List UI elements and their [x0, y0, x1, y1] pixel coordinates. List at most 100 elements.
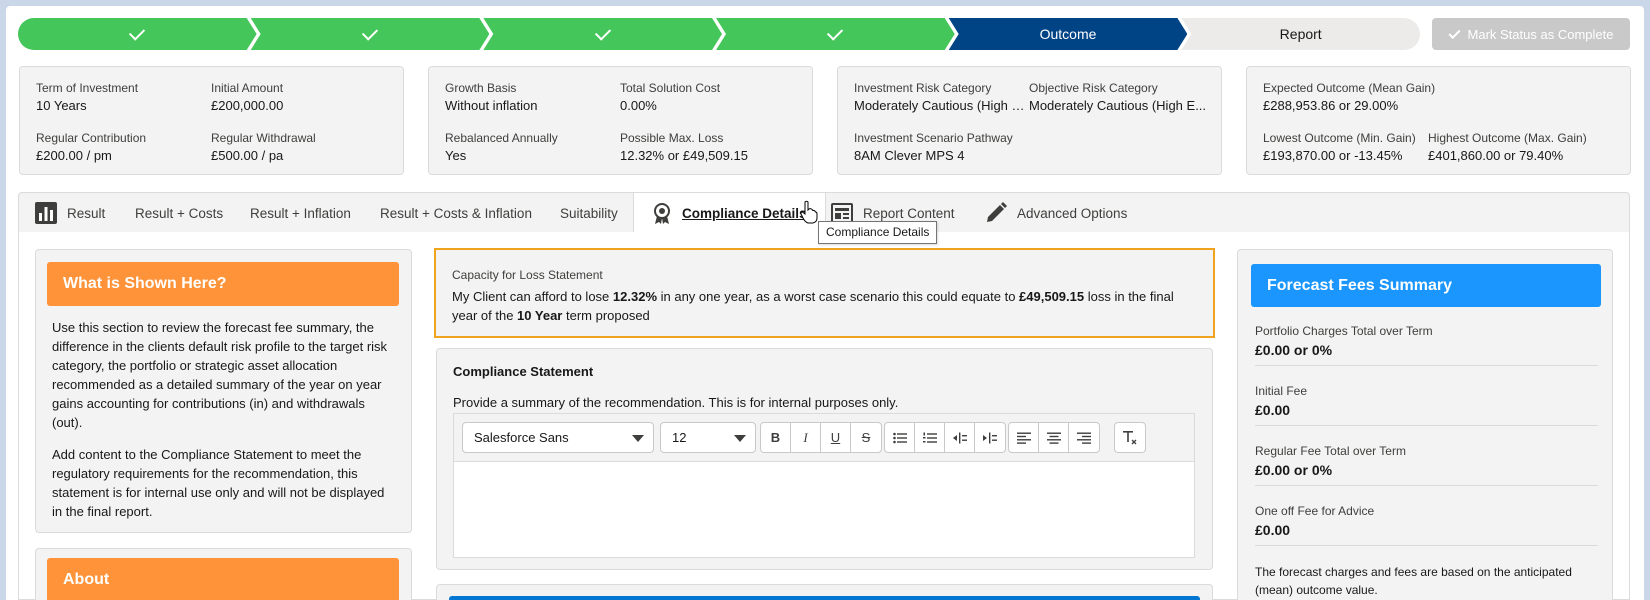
- growth-basis-field: Growth Basis Without inflation: [445, 80, 615, 116]
- fees-note: The forecast charges and fees are based …: [1255, 565, 1572, 597]
- investment-risk-field: Investment Risk Category Moderately Cauti…: [854, 80, 1026, 116]
- list-button-group: [884, 422, 1006, 453]
- field-label: Possible Max. Loss: [620, 131, 724, 145]
- italic-button[interactable]: I: [791, 423, 821, 452]
- chevron-down-icon: [632, 435, 644, 442]
- path-step-3[interactable]: [483, 18, 722, 50]
- compliance-statement-editor[interactable]: [453, 461, 1195, 558]
- tab-result-inflation[interactable]: Result + Inflation: [250, 193, 351, 233]
- fee-label: Initial Fee: [1255, 384, 1308, 398]
- capacity-for-loss-box: Capacity for Loss Statement My Client ca…: [434, 248, 1215, 338]
- field-value: Yes: [445, 148, 467, 163]
- tab-result[interactable]: Result: [35, 193, 105, 233]
- rebalanced-field: Rebalanced Annually Yes: [445, 130, 615, 166]
- mark-complete-button[interactable]: Mark Status as Complete: [1432, 18, 1630, 50]
- path-step-1[interactable]: [18, 18, 257, 50]
- tab-tooltip: Compliance Details: [818, 221, 938, 244]
- loss-amount: £49,509.15: [1019, 289, 1085, 304]
- fee-label: Portfolio Charges Total over Term: [1255, 324, 1433, 338]
- withdrawal-field: Regular Withdrawal £500.00 / pa: [211, 130, 381, 166]
- field-value: 0.00%: [620, 98, 657, 113]
- select-value: Salesforce Sans: [474, 430, 569, 445]
- field-value: Moderately Cautious (High E...: [854, 98, 1026, 113]
- rich-text-toolbar: Salesforce Sans 12 B I U S: [453, 413, 1195, 461]
- field-value: £200.00 / pm: [36, 148, 112, 163]
- fee-label: Regular Fee Total over Term: [1255, 444, 1406, 458]
- solution-cost-field: Total Solution Cost 0.00%: [620, 80, 790, 116]
- compliance-heading: Compliance Statement: [453, 364, 594, 379]
- clear-formatting-button[interactable]: [1115, 423, 1145, 452]
- strikethrough-button[interactable]: S: [861, 430, 871, 445]
- outdent-icon: [952, 432, 967, 443]
- align-right-button[interactable]: [1069, 423, 1099, 452]
- info-paragraph-1: Use this section to review the forecast …: [52, 320, 388, 430]
- field-label: Expected Outcome (Mean Gain): [1263, 81, 1436, 95]
- outcome-card: Expected Outcome (Mean Gain) £288,953.86 …: [1246, 66, 1631, 175]
- pathway-field: Investment Scenario Pathway 8AM Clever MP…: [854, 130, 1154, 166]
- tab-label: Advanced Options: [1017, 205, 1128, 221]
- indent-icon: [983, 432, 997, 443]
- tab-compliance-details[interactable]: Compliance Details: [633, 193, 826, 234]
- field-label: Regular Contribution: [36, 131, 147, 145]
- loss-percent: 12.32%: [612, 289, 657, 304]
- align-left-button[interactable]: [1009, 423, 1039, 452]
- underline-button[interactable]: U: [821, 423, 851, 452]
- fee-value: £0.00: [1255, 522, 1291, 538]
- award-icon: [654, 202, 670, 224]
- tab-label: Result + Costs & Inflation: [380, 205, 532, 221]
- bullet-list-icon: [892, 432, 907, 443]
- align-center-icon: [1046, 432, 1061, 444]
- select-value: 12: [672, 430, 687, 445]
- indent-button[interactable]: [975, 423, 1005, 452]
- what-shown-heading: What is Shown Here?: [47, 262, 399, 306]
- align-left-icon: [1016, 432, 1031, 444]
- tab-label: Compliance Details: [682, 206, 807, 221]
- bullet-list-button[interactable]: [885, 423, 915, 452]
- font-size-select[interactable]: 12: [660, 422, 756, 453]
- tab-bar: Result Result + Costs Result + Inflation…: [18, 192, 1630, 234]
- tab-result-costs[interactable]: Result + Costs: [135, 193, 223, 233]
- highest-outcome-field: Highest Outcome (Max. Gain) £401,860.00 o…: [1428, 130, 1618, 166]
- fees-panel: [1237, 249, 1613, 600]
- numbered-list-icon: [922, 432, 937, 443]
- fee-label: One off Fee for Advice: [1255, 504, 1375, 518]
- tab-advanced-options[interactable]: Advanced Options: [985, 193, 1127, 233]
- check-icon: [595, 24, 611, 40]
- outdent-button[interactable]: [945, 423, 975, 452]
- expected-outcome-field: Expected Outcome (Mean Gain) £288,953.86 …: [1263, 80, 1563, 116]
- fees-heading: Forecast Fees Summary: [1251, 264, 1601, 307]
- field-label: Total Solution Cost: [620, 81, 721, 95]
- field-value: Moderately Cautious (High E...: [1029, 98, 1207, 113]
- path-step-report[interactable]: Report: [1181, 18, 1421, 50]
- field-label: Regular Withdrawal: [211, 131, 316, 145]
- max-loss-field: Possible Max. Loss 12.32% or £49,509.15: [620, 130, 790, 166]
- tab-label: Report Content: [863, 205, 955, 221]
- field-label: Investment Scenario Pathway: [854, 131, 1013, 145]
- check-icon: [827, 24, 843, 40]
- fee-value: £0.00 or 0%: [1255, 342, 1333, 358]
- bold-button[interactable]: B: [761, 423, 791, 452]
- chevron-down-icon: [734, 435, 746, 442]
- tab-label: Result + Inflation: [250, 205, 351, 221]
- field-value: £401,860.00 or 79.40%: [1428, 148, 1564, 163]
- capacity-title: Capacity for Loss Statement: [452, 268, 603, 282]
- path-step-outcome[interactable]: Outcome: [949, 18, 1188, 50]
- align-center-button[interactable]: [1039, 423, 1069, 452]
- path-step-4[interactable]: [716, 18, 955, 50]
- field-label: Term of Investment: [36, 81, 139, 95]
- tab-result-costs-inflation[interactable]: Result + Costs & Inflation: [380, 193, 532, 233]
- compliance-help-text: Provide a summary of the recommendation.…: [453, 395, 899, 410]
- tab-suitability[interactable]: Suitability: [560, 193, 618, 233]
- field-label: Rebalanced Annually: [445, 131, 558, 145]
- statement-text: My Client can afford to lose: [452, 289, 613, 304]
- info-paragraph-2: Add content to the Compliance Statement …: [52, 447, 385, 519]
- growth-card: Growth Basis Without inflation Total Solu…: [428, 66, 813, 175]
- fee-regular: Regular Fee Total over Term £0.00 or 0%: [1255, 443, 1598, 486]
- font-family-select[interactable]: Salesforce Sans: [462, 422, 654, 453]
- numbered-list-button[interactable]: [915, 423, 945, 452]
- clear-formatting-icon: [1123, 430, 1137, 444]
- path-step-2[interactable]: [251, 18, 490, 50]
- field-label: Growth Basis: [445, 81, 517, 95]
- format-button-group: B I U S: [760, 422, 882, 453]
- bar-chart-icon: [35, 202, 57, 224]
